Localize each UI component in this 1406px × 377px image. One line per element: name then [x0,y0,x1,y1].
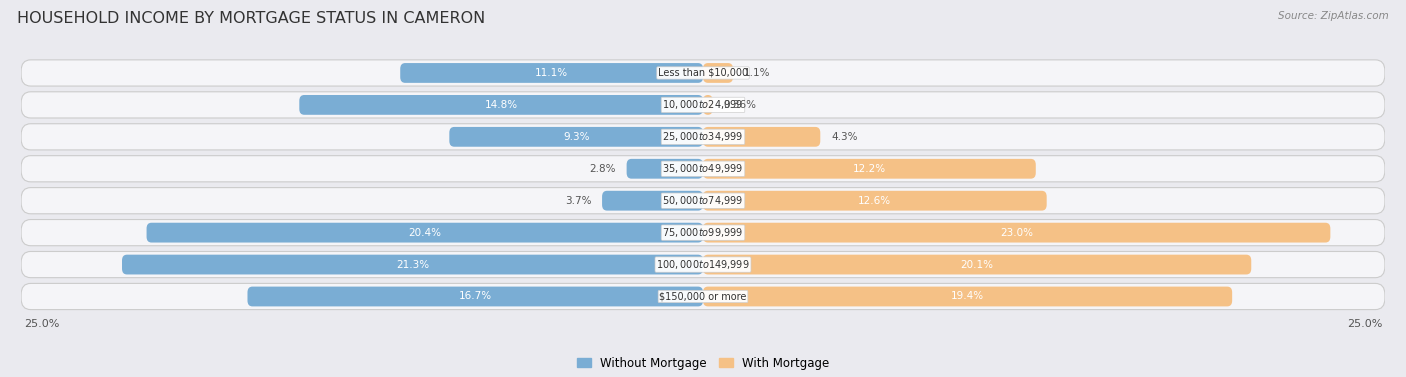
Text: 1.1%: 1.1% [744,68,770,78]
FancyBboxPatch shape [703,127,820,147]
FancyBboxPatch shape [450,127,703,147]
Text: Source: ZipAtlas.com: Source: ZipAtlas.com [1278,11,1389,21]
Text: $100,000 to $149,999: $100,000 to $149,999 [657,258,749,271]
FancyBboxPatch shape [21,188,1385,214]
Text: HOUSEHOLD INCOME BY MORTGAGE STATUS IN CAMERON: HOUSEHOLD INCOME BY MORTGAGE STATUS IN C… [17,11,485,26]
Text: 2.8%: 2.8% [589,164,616,174]
FancyBboxPatch shape [703,63,733,83]
Text: $35,000 to $49,999: $35,000 to $49,999 [662,162,744,175]
FancyBboxPatch shape [703,255,1251,274]
Text: 16.7%: 16.7% [458,291,492,302]
Text: 9.3%: 9.3% [562,132,589,142]
Text: Less than $10,000: Less than $10,000 [658,68,748,78]
Text: 23.0%: 23.0% [1000,228,1033,238]
Text: 21.3%: 21.3% [396,260,429,270]
Text: 25.0%: 25.0% [24,319,59,329]
Text: 0.36%: 0.36% [724,100,756,110]
FancyBboxPatch shape [21,219,1385,246]
FancyBboxPatch shape [627,159,703,179]
FancyBboxPatch shape [21,156,1385,182]
Text: 20.4%: 20.4% [408,228,441,238]
FancyBboxPatch shape [401,63,703,83]
Text: $75,000 to $99,999: $75,000 to $99,999 [662,226,744,239]
FancyBboxPatch shape [703,159,1036,179]
FancyBboxPatch shape [21,124,1385,150]
FancyBboxPatch shape [122,255,703,274]
Text: $10,000 to $24,999: $10,000 to $24,999 [662,98,744,111]
Legend: Without Mortgage, With Mortgage: Without Mortgage, With Mortgage [572,352,834,374]
FancyBboxPatch shape [703,287,1232,307]
FancyBboxPatch shape [703,95,713,115]
FancyBboxPatch shape [703,191,1046,211]
FancyBboxPatch shape [602,191,703,211]
Text: 4.3%: 4.3% [831,132,858,142]
Text: 11.1%: 11.1% [536,68,568,78]
Text: $150,000 or more: $150,000 or more [659,291,747,302]
Text: 3.7%: 3.7% [565,196,591,206]
Text: 12.2%: 12.2% [853,164,886,174]
Text: 25.0%: 25.0% [1347,319,1382,329]
Text: $50,000 to $74,999: $50,000 to $74,999 [662,194,744,207]
Text: 19.4%: 19.4% [950,291,984,302]
FancyBboxPatch shape [703,223,1330,242]
FancyBboxPatch shape [21,92,1385,118]
FancyBboxPatch shape [299,95,703,115]
FancyBboxPatch shape [21,60,1385,86]
FancyBboxPatch shape [146,223,703,242]
FancyBboxPatch shape [247,287,703,307]
Text: 20.1%: 20.1% [960,260,994,270]
Text: $25,000 to $34,999: $25,000 to $34,999 [662,130,744,143]
Text: 14.8%: 14.8% [485,100,517,110]
FancyBboxPatch shape [21,251,1385,277]
Text: 12.6%: 12.6% [858,196,891,206]
FancyBboxPatch shape [21,284,1385,310]
